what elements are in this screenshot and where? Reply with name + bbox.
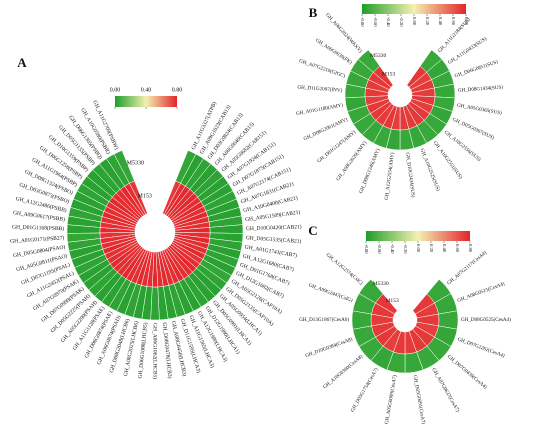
gene-label: GH_D10G2434(SUS): [404, 152, 417, 198]
colorbar-tick-label: -0.60: [373, 17, 378, 27]
panel: C -0.80 -0.60 -0.40 -0.20 0.00 0.20 0.40 0.60 0.8…: [299, 223, 511, 425]
gene-label: GH_D05G1535(CAB21): [246, 234, 302, 245]
gene-label: GH_D08G1246(AMY): [357, 147, 381, 194]
colorbar-tick-label: -0.80: [360, 17, 365, 27]
colorbar: [115, 96, 177, 107]
panel: B -0.80 -0.60 -0.40 -0.20 0.00 0.20 0.40 0.60 0.8…: [295, 4, 504, 201]
colorbar-tick-label: 0.60: [455, 244, 460, 253]
colorbar-tick-label: 0.00: [110, 87, 121, 93]
gene-label: GH_A10G2525(SUS): [419, 147, 442, 192]
heat-cell: [373, 65, 394, 88]
gene-label: GH_A12G2574(CslC): [325, 251, 365, 286]
heat-cell: [129, 180, 148, 215]
colorbar-tick-label: 0.00: [412, 17, 417, 26]
panel-label: A: [17, 55, 27, 70]
gene-label: GH_A09G2447(CslG): [308, 281, 354, 304]
gene-label: GH_A07G2117(CesA4): [445, 249, 488, 286]
colorbar-tick-label: 0.80: [468, 244, 473, 253]
gene-label: GH_D07G2262(CesA4): [457, 336, 506, 360]
gene-label: GH_D05G1754(CesA7): [349, 366, 380, 413]
gene-label: GH_D10G0384(CesA8): [304, 335, 353, 359]
colorbar-tick-label: 0.20: [429, 244, 434, 253]
gene-label: GH_D06G1088(LHCB5): [137, 322, 150, 379]
gene-label: GH_D05G0367(SUS): [451, 116, 495, 141]
colorbar: [362, 4, 466, 14]
gene-label: GH_A07G0637(CesA7): [430, 367, 461, 414]
ring-label: M5330: [370, 53, 386, 59]
colorbar-tick-label: -0.40: [390, 244, 395, 254]
gene-label: GH_A06G1062(LHCB5): [152, 323, 159, 379]
colorbar-tick-label: -0.60: [377, 244, 382, 254]
colorbar-tick-label: 0.20: [425, 17, 430, 26]
ring-label: M5330: [373, 281, 389, 287]
gene-label: GH_A05G0089(CesA7): [383, 374, 399, 425]
colorbar-tick-label: 0.80: [464, 17, 469, 26]
gene-label: GH_D06G0851(SUS): [454, 58, 499, 79]
colorbar-tick-label: -0.20: [399, 17, 404, 27]
colorbar-tick-label: 0.00: [416, 244, 421, 253]
ring-label: M153: [382, 72, 396, 78]
gene-label: GH_A01G0171(PSB27): [10, 234, 65, 245]
gene-label: GH_D05G0091(CesA7): [412, 374, 428, 425]
heat-cell: [375, 293, 398, 315]
colorbar-tick-label: 0.40: [141, 87, 152, 93]
gene-label: GH_D07G0439(CesA4): [446, 353, 489, 391]
colorbar-tick-label: 0.40: [442, 244, 447, 253]
gene-label: GH_A12G2554(AMY): [383, 152, 396, 201]
gene-label: GH_A10G0360(CesA8): [321, 353, 364, 391]
gene-label: GH_A07G2210(GIGC): [298, 57, 346, 79]
colorbar-tick-label: -0.80: [364, 244, 369, 254]
gene-label: GH_D11G2097(INV): [297, 84, 342, 94]
gene-label: GH_A01G1180(AMY): [295, 102, 343, 117]
gene-label: GH_A08G0515(CesA4): [456, 280, 505, 304]
ring-label: M153: [385, 298, 399, 304]
gene-label: GH_D08G0525(CesA4): [461, 316, 511, 323]
gene-label: GH_D10G0420(CAB21): [246, 223, 302, 232]
panel-label: B: [309, 5, 318, 20]
ring-label: M5330: [127, 161, 144, 167]
colorbar-tick-label: 0.80: [172, 87, 183, 93]
panel: A0.00 0.40 0.80M5330M153GH_A11G3327(ATPB)G…: [10, 55, 302, 379]
panel-label: C: [308, 223, 317, 238]
ring-label: M153: [137, 193, 151, 199]
gene-label: GH_D08G1434(SUS): [458, 84, 504, 94]
colorbar-tick-label: -0.40: [386, 17, 391, 27]
gene-label: GH_D01G1168(PSBB): [12, 223, 64, 232]
colorbar-tick-label: 0.40: [438, 17, 443, 26]
colorbar-tick-label: 0.60: [451, 17, 456, 26]
gene-label: GH_A05G0365(SUS): [457, 102, 503, 117]
colorbar: [366, 231, 470, 241]
gene-label: GH_D08G0478(LHCB3): [161, 322, 174, 379]
colorbar-tick-label: -0.20: [403, 244, 408, 254]
gene-label: GH_D13G1867(CesA6): [299, 316, 349, 323]
